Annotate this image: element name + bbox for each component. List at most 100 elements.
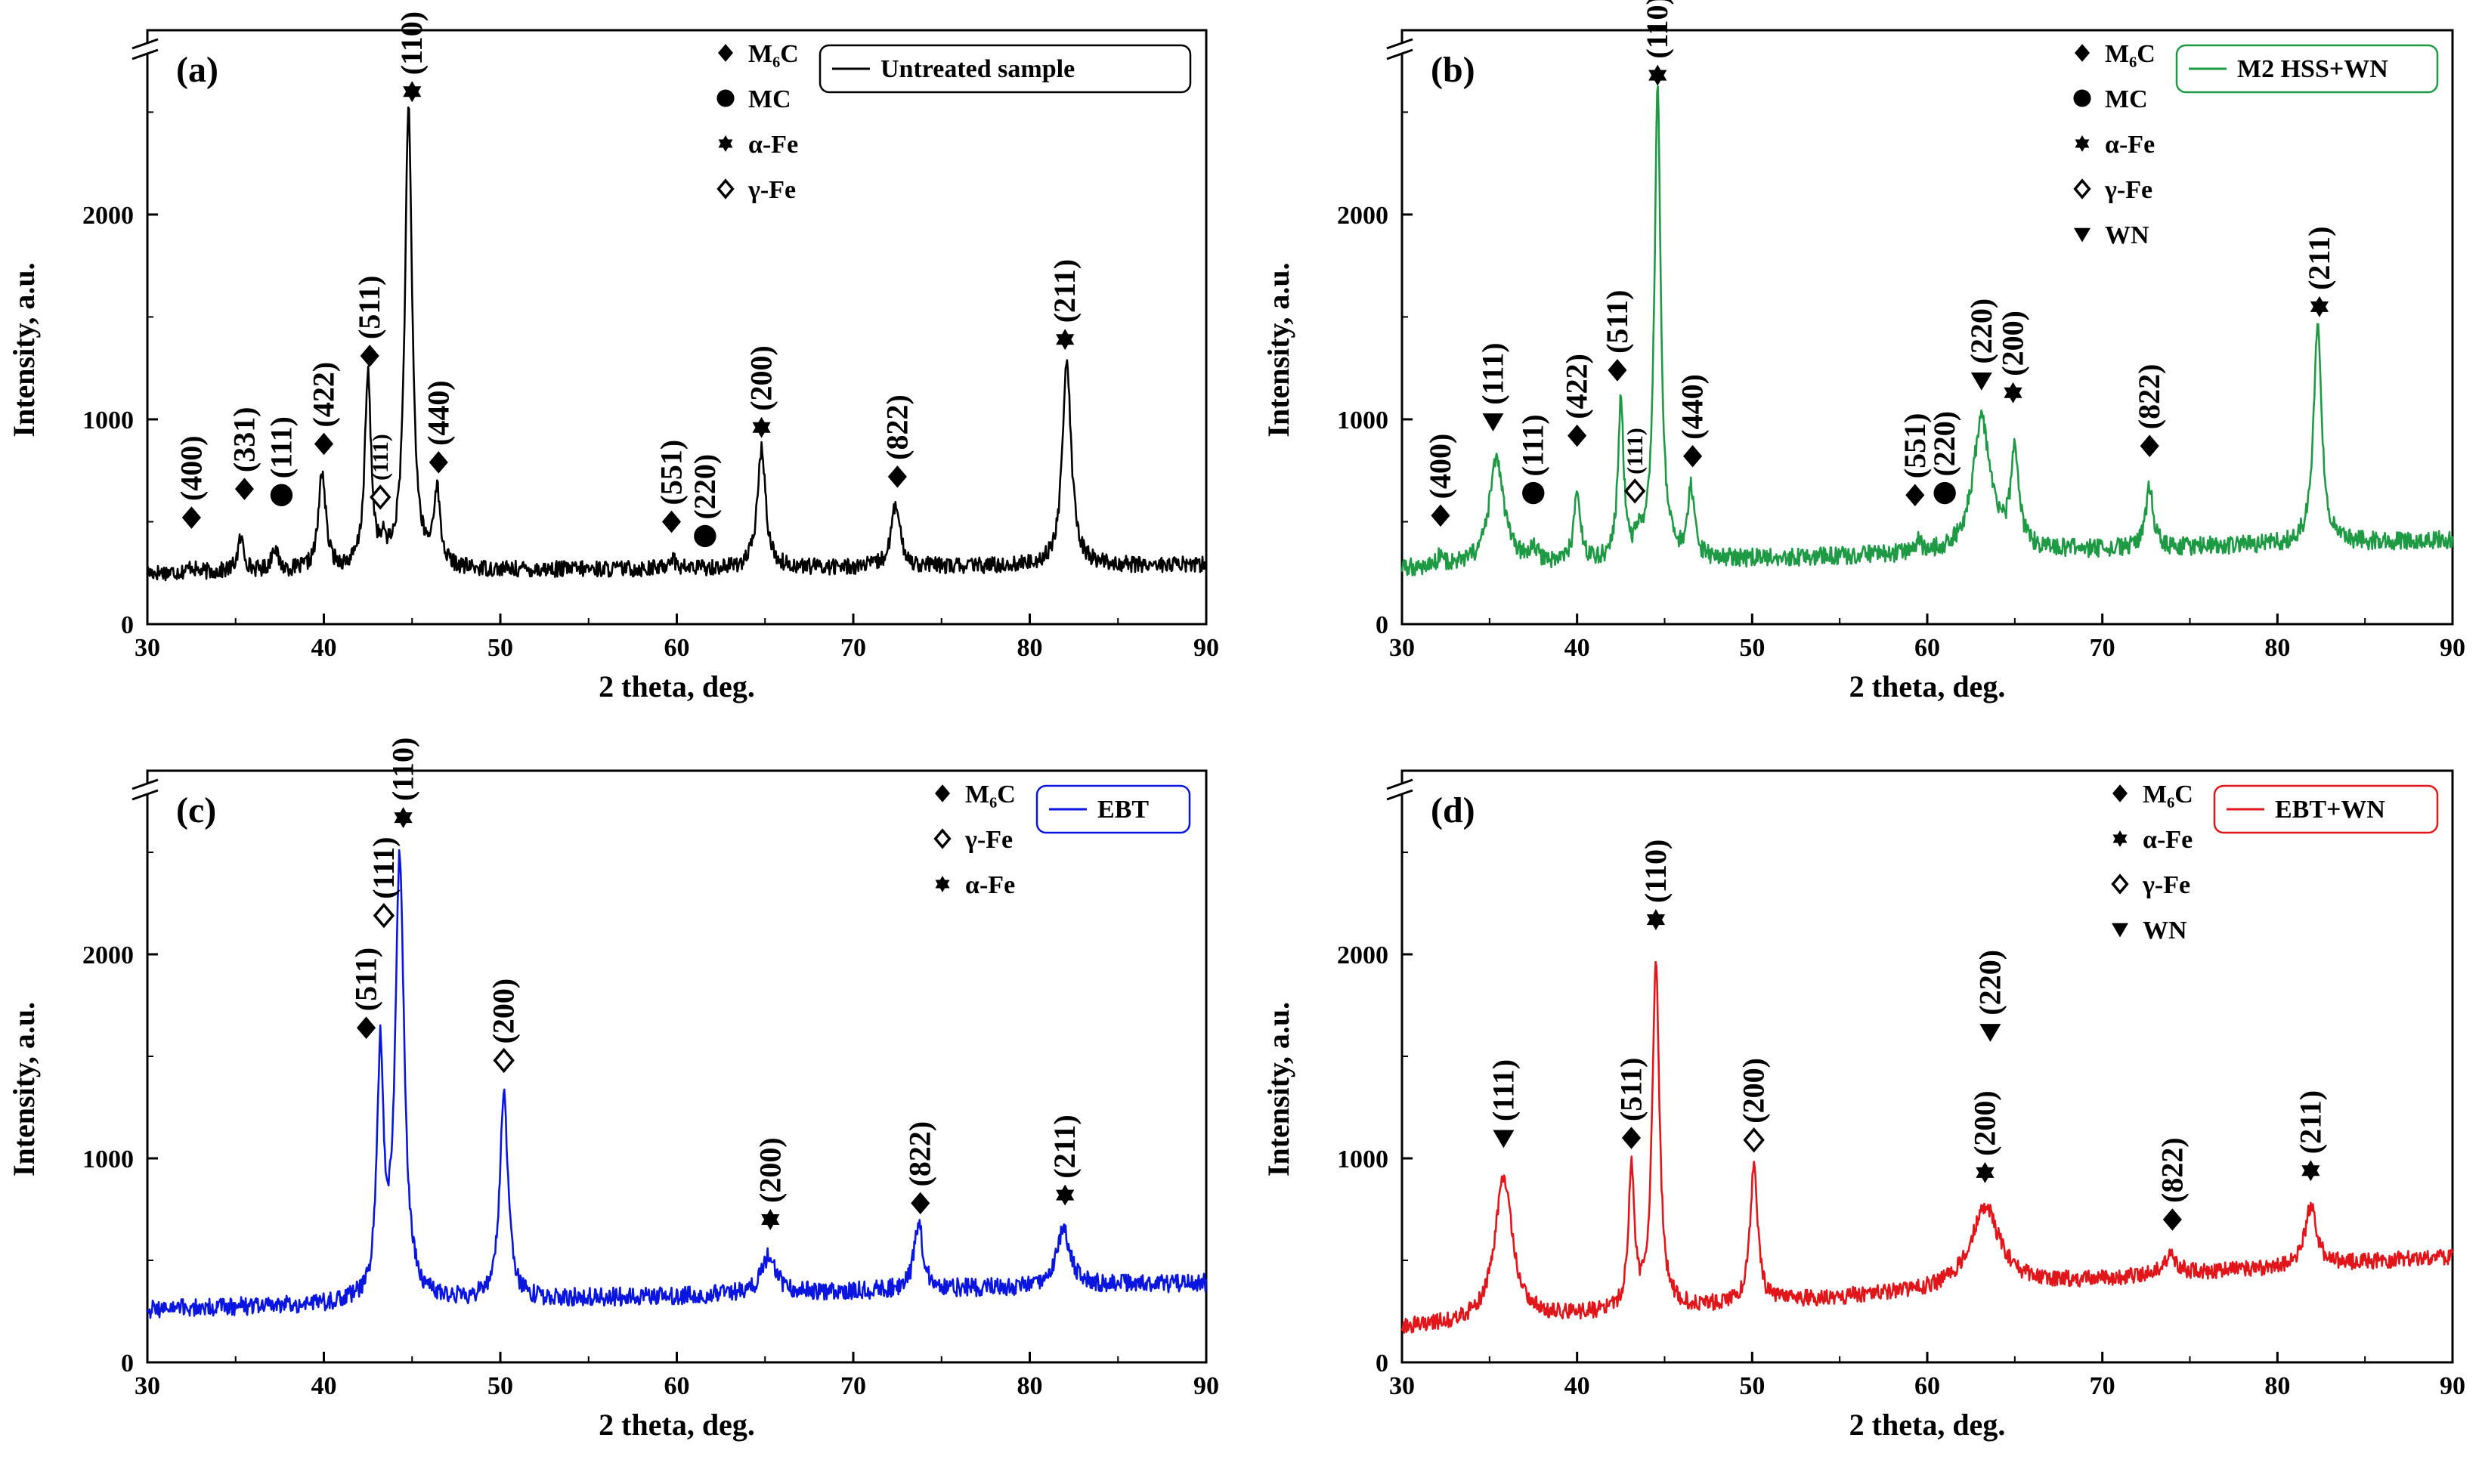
legend-symbol-label: WN [2143,917,2187,945]
x-tick-label: 60 [1914,1372,1940,1400]
y-tick-label: 1000 [1337,1145,1388,1173]
peak-marker-diamond [429,451,448,474]
x-tick-label: 40 [1564,1372,1590,1400]
panel-label: (b) [1431,50,1475,90]
axis-break-mark [132,789,159,801]
peak-label: (822) [2155,1137,2189,1203]
peak-label: (422) [307,362,341,428]
y-tick-label: 0 [1376,1350,1388,1377]
x-axis-label: 2 theta, deg. [1849,1408,2006,1442]
legend-triangle-icon [2112,923,2128,938]
x-axis-label: 2 theta, deg. [1849,669,2006,703]
peak-marker-diamond [887,465,907,488]
peak-label: (111) [1516,414,1550,476]
peak-marker-star-b [1648,70,1667,86]
plot-frame [146,769,1208,1364]
series-legend-box [2213,784,2439,834]
peak-label: (220) [1927,411,1961,477]
legend-diamond-icon [934,784,951,802]
peak-label: (511) [1600,289,1634,353]
legend-symbol-label: α-Fe [2143,826,2193,854]
x-tick-label: 70 [2090,1372,2115,1400]
peak-label: (211) [1048,1115,1082,1178]
peak-label: (440) [1676,374,1710,440]
panel-label: (a) [176,50,218,90]
legend-symbol-label: α-Fe [748,131,798,159]
peak-marker-circle [1933,481,1956,505]
legend-symbol-label: M₆C [748,40,799,68]
legend-open-diamond-icon [933,828,952,849]
axis-break-mark [1386,48,1413,60]
peak-marker-diamond [234,478,254,500]
y-tick-label: 0 [1376,611,1388,639]
legend-circle-icon [716,89,735,107]
panel-label: (d) [1431,790,1475,830]
peak-label: (511) [352,276,386,339]
peak-marker-star-b [1056,334,1075,351]
y-tick-label: 1000 [1337,407,1388,434]
peak-marker-star-b [2004,387,2022,403]
legend-open-diamond-icon [2111,873,2129,895]
y-tick-label: 1000 [82,407,134,434]
legend-open-diamond-icon [2073,178,2091,199]
legend-star-icon-b [2075,139,2090,152]
x-tick-label: 80 [1017,634,1043,662]
y-tick-label: 1000 [82,1145,134,1173]
peak-label: (551) [1898,413,1932,479]
x-tick-label: 80 [2264,1372,2290,1400]
legend-symbol-label: MC [748,85,791,113]
peak-marker-diamond [356,1016,376,1039]
peak-label: (400) [1423,434,1457,499]
panel-label: (c) [176,790,216,830]
plot-frame [146,29,1208,626]
x-tick-label: 90 [1193,1372,1219,1400]
peak-label: (200) [1996,311,2030,376]
peak-marker-diamond [1567,424,1587,447]
x-tick-label: 90 [1193,634,1219,662]
peak-marker-diamond [1683,444,1703,468]
legend-open-diamond-icon [716,178,735,199]
peak-marker-diamond [2162,1208,2182,1231]
peak-marker-diamond [1621,1127,1642,1149]
peak-marker-circle [694,524,716,548]
peak-label: (440) [421,380,455,446]
x-tick-label: 50 [1739,634,1765,662]
peak-label: (200) [753,1137,787,1203]
axis-break-mark [1386,789,1413,801]
x-tick-label: 80 [2264,634,2290,662]
axis-break-mark [132,778,159,790]
peak-marker-star-b [403,86,422,103]
legend-triangle-icon [2074,227,2091,243]
x-tick-label: 30 [1389,634,1415,662]
x-tick-label: 60 [664,1372,690,1400]
peak-label: (400) [174,435,208,501]
peak-marker-star-b [761,1214,780,1230]
peak-label: (551) [654,440,688,505]
peak-label: (200) [1967,1090,2001,1156]
peak-label: (111) [264,416,298,478]
peak-label: (822) [880,394,914,460]
legend-symbol-label: γ-Fe [747,176,796,204]
peak-marker-star-b [2310,301,2329,317]
peak-marker-open-diamond [1623,478,1646,504]
x-tick-label: 40 [311,634,337,662]
diffraction-curve [146,849,1208,1319]
series-legend-box [2175,44,2439,94]
chart-panel-b: 30 40 50 60 70 80 90 0 1000 2000 2 theta, deg. Inte… [1261,0,2465,703]
legend-star-icon-b [935,880,950,892]
peak-label: (511) [349,948,383,1011]
legend-symbol-label: γ-Fe [2142,871,2190,899]
peak-marker-circle [270,484,293,506]
x-tick-label: 30 [1389,1372,1415,1400]
series-legend-label: M2 HSS+WN [2237,55,2388,83]
plot-frame [1400,29,2454,626]
series-legend-box [1035,784,1191,834]
x-tick-label: 30 [135,634,160,662]
x-axis-label: 2 theta, deg. [599,1408,755,1442]
y-tick-label: 2000 [1337,941,1388,969]
legend-symbol-label: γ-Fe [2104,176,2152,204]
legend-symbol-label: γ-Fe [964,826,1013,854]
y-tick-label: 2000 [82,941,134,969]
chart-panel-a: 30 40 50 60 70 80 90 0 1000 2000 2 theta, deg. Inte… [7,11,1219,703]
peak-marker-diamond [911,1192,930,1215]
